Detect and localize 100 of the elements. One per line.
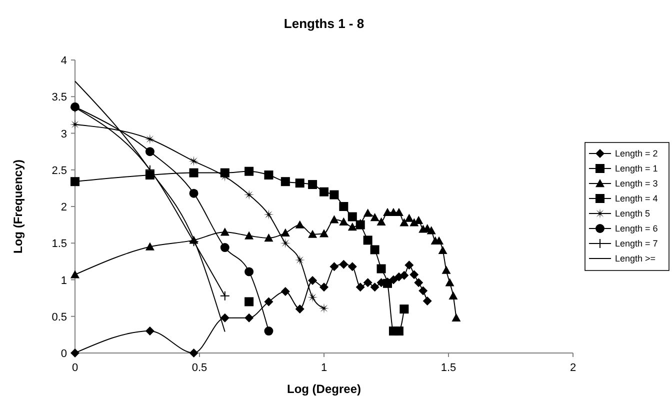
point [280, 238, 291, 248]
point [363, 208, 372, 217]
point [244, 231, 254, 240]
point [280, 286, 290, 296]
point [70, 348, 80, 358]
point [308, 230, 318, 238]
point [356, 282, 365, 292]
point [264, 170, 274, 180]
point [363, 278, 372, 288]
legend-label: Length >= [615, 254, 656, 264]
point [244, 267, 254, 276]
point [320, 282, 328, 292]
point [370, 282, 380, 292]
point [308, 276, 318, 285]
point [442, 266, 451, 274]
point [370, 245, 380, 254]
point [264, 233, 274, 242]
y-tick-label: 0 [60, 348, 67, 360]
point [295, 220, 304, 228]
point [244, 166, 254, 176]
y-tick-label: 2 [60, 202, 67, 214]
legend-label: Length = 4 [615, 194, 658, 204]
point [400, 218, 409, 226]
point [320, 229, 328, 238]
point [400, 304, 409, 314]
point [264, 297, 274, 306]
point [438, 246, 448, 254]
point [144, 134, 156, 144]
point [220, 313, 230, 322]
point [330, 190, 339, 200]
point [280, 228, 290, 236]
point [348, 212, 357, 222]
point [410, 270, 419, 280]
point [330, 215, 339, 224]
legend-label: Length = 3 [615, 178, 658, 188]
legend-label: Length = 7 [615, 238, 658, 248]
point [189, 348, 198, 358]
point [188, 156, 199, 166]
point [376, 217, 386, 226]
point [370, 212, 380, 222]
point [220, 243, 230, 252]
x-axis-title: Log (Degree) [286, 382, 362, 396]
legend-label: Length 5 [615, 208, 650, 218]
point [418, 286, 428, 296]
point [295, 304, 304, 314]
point [307, 292, 318, 303]
x-tick-label: 0 [72, 362, 78, 374]
point [308, 180, 318, 190]
point [363, 236, 372, 245]
legend-label: Length = 1 [615, 164, 658, 174]
point [264, 326, 274, 336]
point [70, 270, 80, 278]
point [244, 190, 254, 200]
point [189, 168, 198, 178]
point [404, 260, 414, 270]
point [220, 290, 230, 301]
point [394, 326, 404, 336]
point [400, 270, 409, 280]
point [448, 291, 458, 300]
legend-label: Length = 6 [615, 224, 658, 234]
point [339, 202, 348, 211]
x-tick-label: 1 [320, 362, 328, 374]
point [348, 262, 357, 272]
point [356, 220, 365, 230]
point [244, 313, 254, 322]
y-tick-label: 3.5 [52, 92, 67, 104]
y-tick-label: 3 [60, 128, 67, 140]
point [426, 226, 436, 234]
y-tick-label: 1 [60, 274, 67, 287]
y-tick-label: 4 [60, 55, 67, 67]
point [189, 188, 198, 198]
point [145, 147, 154, 156]
point [414, 278, 424, 288]
point [339, 260, 348, 269]
point [264, 209, 274, 220]
x-tick-label: 1.5 [440, 362, 456, 374]
point [220, 228, 230, 236]
point [404, 214, 414, 222]
point [320, 187, 328, 196]
y-axis-title: Log (Frequency) [11, 159, 25, 254]
point [339, 217, 348, 226]
point [295, 178, 304, 188]
y-tick-label: 0.5 [52, 311, 67, 324]
y-tick-label: 2.5 [52, 164, 67, 177]
x-tick-label: 2 [570, 362, 576, 374]
point [348, 222, 357, 231]
chart-title: Lengths 1 - 8 [284, 16, 364, 31]
point [376, 264, 386, 274]
point [70, 177, 80, 186]
legend-label: Length = 2 [615, 148, 658, 158]
point [318, 303, 330, 314]
point [280, 177, 290, 186]
point [330, 262, 339, 272]
point [445, 278, 454, 286]
point [294, 254, 306, 266]
point [145, 242, 154, 250]
point [70, 119, 80, 130]
point [452, 313, 461, 322]
point [422, 296, 432, 306]
point [244, 297, 254, 306]
